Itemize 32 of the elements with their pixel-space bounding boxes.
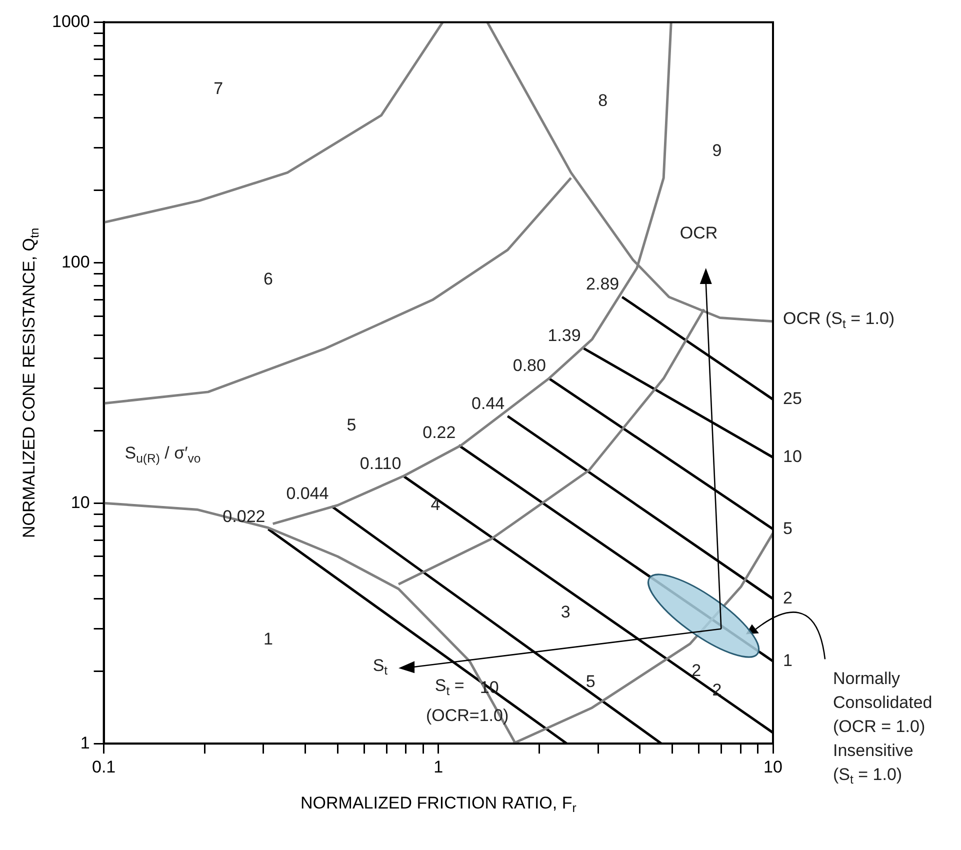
annotation: 8 [598,91,608,110]
annotation: 0.022 [222,506,266,526]
annotation: 0.044 [286,484,329,503]
x-tick-label: 10 [764,757,782,776]
annotation: 2 [692,660,702,680]
y-tick-label: 100 [61,252,90,272]
annotation: 25 [783,389,802,408]
annotation: 9 [712,140,722,160]
annotation: 0.80 [512,356,546,376]
annotation: 2.89 [586,274,620,294]
annotation: 0.22 [422,422,456,442]
y-axis-title: NORMALIZED CONE RESISTANCE, Qtn [20,228,42,538]
annotation: 1.39 [548,326,581,346]
x-tick-label: 1 [434,757,444,776]
annotation: 2 [783,588,792,608]
annotation: OCR [680,223,718,242]
annotation: 5 [783,518,792,538]
annotation: 3 [560,602,570,622]
y-tick-label: 1 [80,733,90,752]
y-tick-label: 10 [70,492,90,512]
annotation: 0.44 [472,394,505,413]
annotation: 5 [586,672,596,691]
annotation: 1 [783,650,792,670]
x-tick-label: 0.1 [92,757,116,776]
annotation: 1 [263,630,273,649]
y-tick-label: 1000 [52,12,90,31]
annotation: 10 [783,447,802,466]
annotation: 5 [346,415,356,434]
annotation: 6 [263,269,273,288]
annotation: 0.110 [360,454,402,474]
annotation: 7 [214,79,224,98]
annotation: 4 [430,494,440,514]
